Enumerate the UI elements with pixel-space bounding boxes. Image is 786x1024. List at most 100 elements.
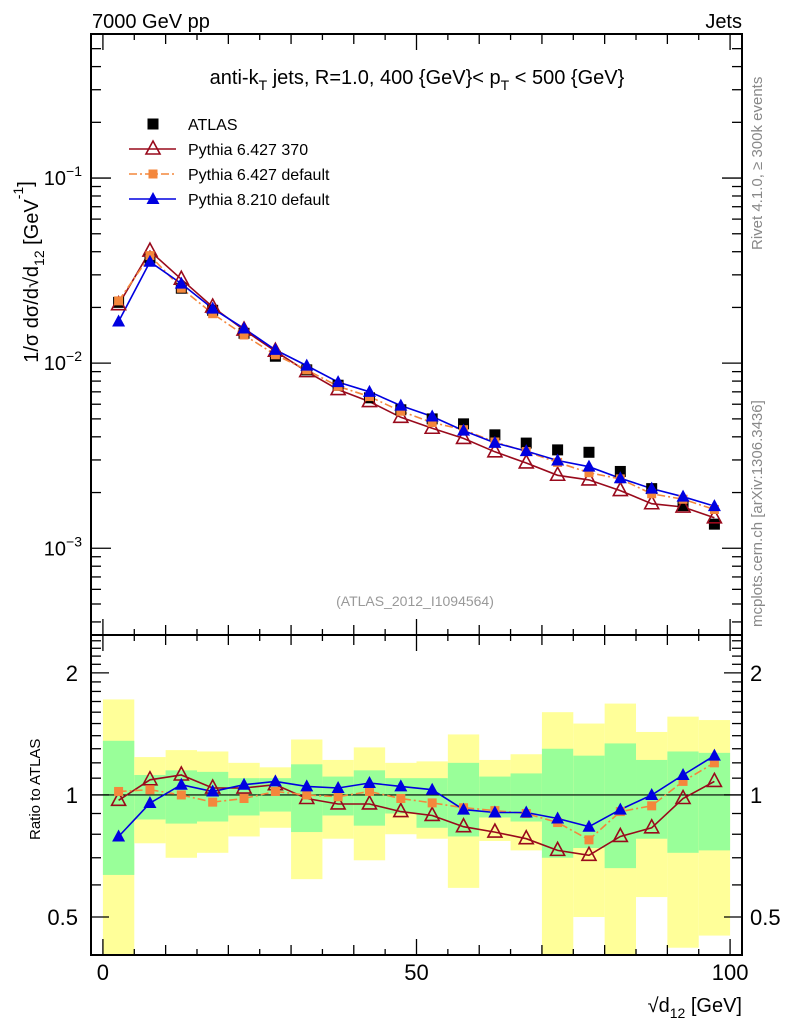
main-line-p6_default [117, 254, 715, 511]
ratio-point-p6_370 [361, 794, 378, 810]
main-point-p8_default [143, 254, 157, 267]
main-point-p6_default [647, 489, 657, 499]
main-point-p8_default [676, 489, 690, 502]
ratio-point-p8_default [707, 748, 721, 761]
ratio-point-p6_370 [329, 794, 347, 810]
stat-uncertainty-band [573, 755, 605, 848]
ratio-point-p6_default [333, 792, 343, 802]
ratio-point-p8_default [174, 777, 188, 790]
ratio-point-p8_default [206, 784, 220, 797]
main-point-p6_default [114, 296, 124, 306]
ratio-point-p6_370 [486, 822, 504, 838]
legend: ATLAS Pythia 6.427 370 Pythia 6.427 defaul… [129, 117, 330, 209]
main-point-p6_370 [392, 407, 410, 424]
main-point-p6_default [208, 309, 218, 319]
stat-uncertainty-band [541, 748, 574, 858]
main-data-layer [110, 241, 723, 530]
ratio-point-p8_default [394, 779, 408, 792]
main-point-p8_default [331, 375, 345, 388]
header-right: Jets [705, 11, 742, 33]
main-point-p8_default [645, 481, 659, 494]
ratio-point-p6_370 [141, 770, 159, 786]
ratio-point-p6_default [145, 785, 155, 795]
ratio-point-p6_default [396, 794, 406, 804]
legend-item-p8_default: Pythia 8.210 default [129, 192, 330, 209]
ratio-point-p8_default [613, 802, 627, 815]
legend-item-p6_370: Pythia 6.427 370 [129, 139, 308, 159]
main-point-p8_default [237, 321, 251, 334]
ratio-point-p6_370 [706, 771, 723, 788]
y-tick-label: 0.5 [47, 905, 78, 930]
ratio-point-p8_default [488, 805, 502, 818]
main-point-p8_default [206, 301, 220, 314]
ratio-point-p6_default [270, 786, 280, 796]
ratio-point-p8_default [143, 796, 157, 809]
ratio-axes: 2 2 1 1 0.5 0.5 0 50 100 [47, 619, 781, 985]
svg-text:1/σ dσ/d√d12 [GeV-1]: 1/σ dσ/d√d12 [GeV-1] [10, 181, 47, 363]
ratio-point-p6_370 [392, 801, 410, 818]
main-point-data [489, 429, 501, 441]
ratio-point-p8_default [457, 802, 471, 815]
ratio-point-p8_default [551, 811, 565, 824]
stat-uncertainty-band [102, 740, 135, 875]
ratio-point-p6_default [239, 794, 249, 804]
xlabel: √d12 [GeV] [648, 995, 742, 1021]
stat-uncertainty-band [698, 752, 731, 851]
legend-marker [148, 169, 158, 179]
main-point-p8_default [268, 342, 282, 355]
stat-uncertainty-band [447, 762, 480, 837]
y-tick-label: 10−2 [44, 348, 82, 375]
rivet-label: Rivet 4.1.0, ≥ 300k events [749, 77, 766, 250]
y-tick-label: 1 [66, 783, 78, 808]
y-tick-label-right: 2 [750, 661, 762, 686]
main-point-p8_default [582, 459, 596, 472]
x-tick-label: 100 [712, 960, 749, 985]
ratio-point-p6_370 [643, 818, 661, 834]
main-point-p8_default [362, 384, 376, 397]
ratio-point-p8_default [519, 805, 533, 818]
legend-marker [144, 139, 162, 155]
main-point-data [520, 437, 532, 449]
ratio-point-p6_default [584, 835, 594, 845]
ratio-point-p6_default [427, 798, 437, 808]
main-point-p6_370 [611, 480, 629, 497]
y-tick-label: 10−3 [44, 533, 82, 560]
main-point-data [708, 518, 720, 530]
ratio-point-p6_default [114, 786, 124, 796]
main-point-p8_default [613, 471, 627, 484]
ratio-point-p8_default [676, 767, 690, 780]
header-left: 7000 GeV pp [92, 11, 210, 33]
main-point-p6_370 [517, 453, 535, 469]
main-point-p6_default [239, 330, 249, 340]
ratio-point-p8_default [331, 781, 345, 794]
legend-item-p6_default: Pythia 6.427 default [129, 167, 330, 184]
y-tick-label-right: 0.5 [750, 905, 781, 930]
main-point-p8_default [457, 423, 471, 436]
y-tick-label: 10−1 [44, 163, 82, 190]
legend-label: ATLAS [188, 117, 238, 134]
main-point-p6_370 [549, 465, 566, 482]
ratio-point-p8_default [268, 774, 282, 787]
y-tick-label-right: 1 [750, 783, 762, 808]
legend-label: Pythia 6.427 default [188, 167, 330, 184]
main-axes: 10−1 10−2 10−3 [44, 33, 743, 636]
plot-title: anti-kT jets, R=1.0, 400 {GeV}< pT < 500… [210, 67, 625, 93]
x-tick-label: 0 [97, 960, 109, 985]
main-point-p6_370 [486, 442, 504, 458]
main-point-p8_default [551, 453, 565, 466]
mcplots-label: mcplots.cern.ch [arXiv:1306.3436] [749, 400, 766, 627]
main-point-data [552, 444, 564, 456]
ratio-point-p6_default [176, 790, 186, 800]
ratio-point-p6_370 [110, 790, 127, 807]
main-point-p6_370 [455, 428, 472, 445]
ratio-point-p6_default [647, 801, 657, 811]
main-point-p8_default [488, 435, 502, 448]
main-point-p6_370 [706, 508, 723, 524]
main-ylabel: 1/σ dσ/d√d12 [GeV-1] [10, 181, 47, 363]
ratio-point-p8_default [425, 782, 439, 795]
legend-marker [146, 192, 160, 204]
ratio-point-p8_default [237, 777, 251, 790]
main-point-data [677, 500, 689, 512]
ratio-point-p6_370 [423, 805, 441, 822]
